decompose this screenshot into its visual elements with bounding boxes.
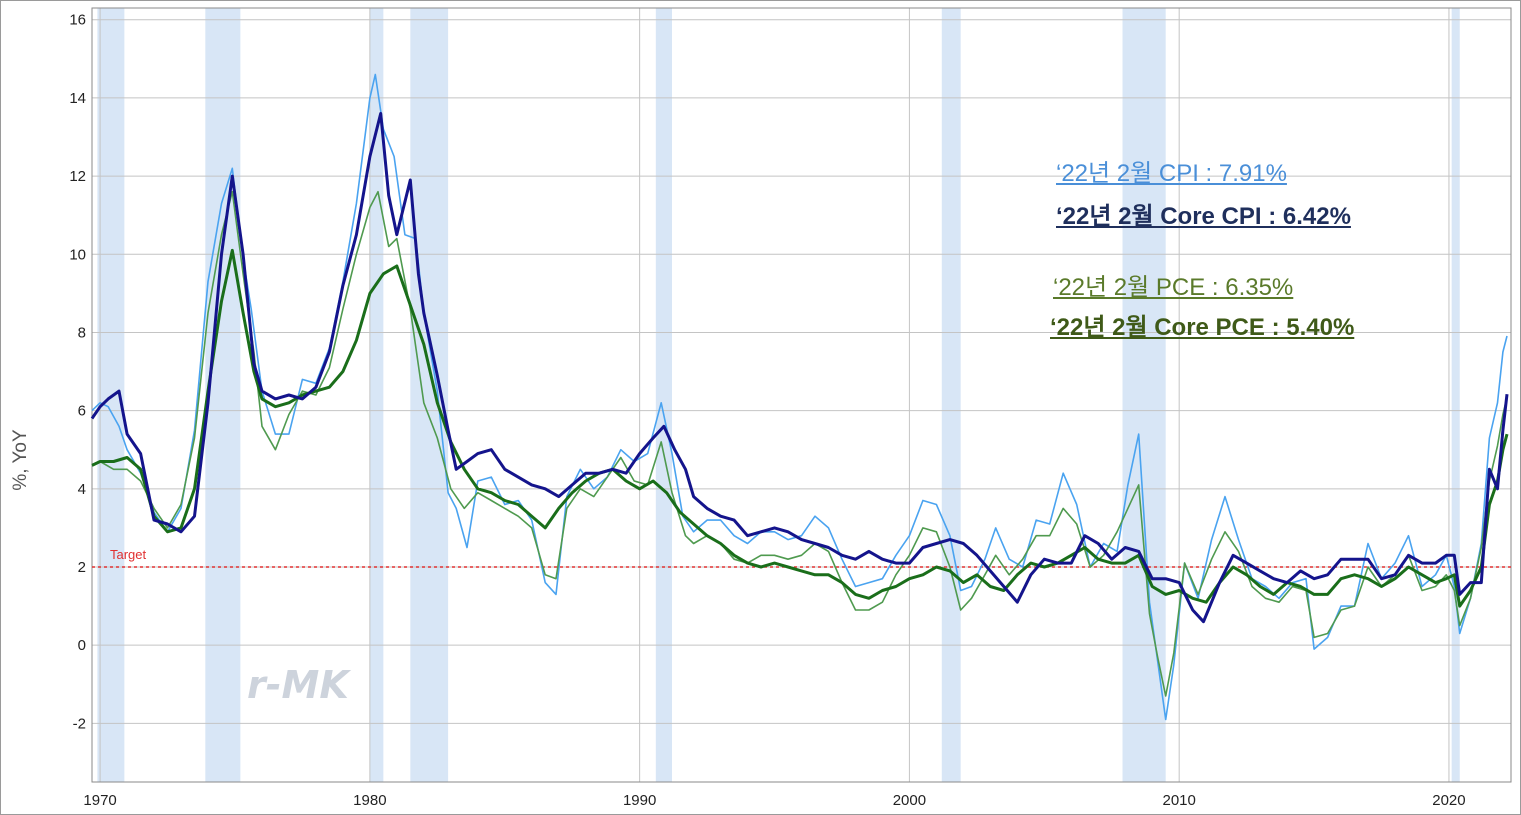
x-tick-label: 2010 [1162, 792, 1195, 809]
watermark-logo: r-MK [247, 663, 351, 707]
y-tick-label: 16 [69, 12, 86, 29]
series-line-1 [91, 190, 1508, 697]
y-tick-label: 6 [78, 403, 86, 420]
series-line-2 [91, 248, 1509, 608]
annotation-1: ‘22년 2월 Core CPI : 6.42% [1056, 203, 1351, 230]
recession-band-7 [1451, 8, 1460, 782]
y-tick-label: 0 [78, 637, 86, 654]
x-tick-label: 2020 [1432, 792, 1465, 809]
recession-band-4 [655, 8, 673, 782]
annotation-3: ‘22년 2월 Core PCE : 5.40% [1050, 314, 1355, 341]
x-tick-label: 1980 [353, 792, 386, 809]
recession-band-5 [941, 8, 961, 782]
annotation-2: ‘22년 2월 PCE : 6.35% [1053, 274, 1294, 301]
x-tick-label: 2000 [893, 792, 926, 809]
x-tick-label: 1970 [83, 792, 116, 809]
target-label: Target [110, 547, 147, 562]
recession-band-6 [1122, 8, 1166, 782]
y-tick-label: 14 [69, 90, 86, 107]
y-axis-label: %, YoY [10, 429, 31, 491]
x-tick-label: 1990 [623, 792, 656, 809]
y-tick-label: 4 [78, 481, 86, 498]
recession-band-1 [205, 8, 241, 782]
y-tick-label: 12 [69, 168, 86, 185]
series-line-3 [90, 112, 1509, 624]
y-tick-label: 8 [78, 324, 86, 341]
y-tick-label: 10 [69, 246, 86, 263]
y-tick-label: 2 [78, 559, 86, 576]
y-tick-label: -2 [73, 715, 86, 732]
annotation-0: ‘22년 2월 CPI : 7.91% [1056, 160, 1287, 187]
plot-area-border [91, 7, 1512, 783]
